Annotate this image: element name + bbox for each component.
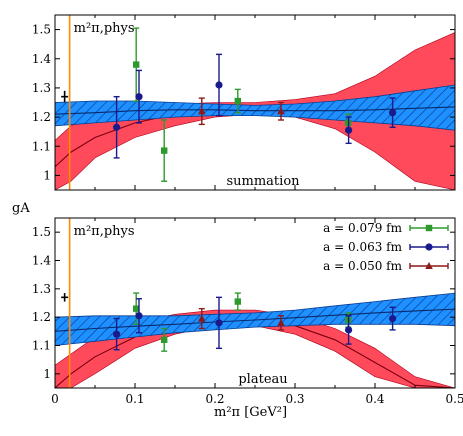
y-tick-label: 1.2: [32, 310, 51, 324]
blue-fit-line: [55, 308, 455, 332]
y-tick: 1.4: [32, 254, 455, 268]
y-tick-label: 1.3: [32, 81, 51, 95]
data-point-circle-3: [345, 116, 353, 145]
data-point-triangle-0: [198, 97, 206, 126]
y-tick: 1.3: [32, 81, 455, 95]
legend: a = 0.079 fm a = 0.063 fm a = 0.050 fm: [323, 221, 449, 273]
svg-text:a = 0.050 fm: a = 0.050 fm: [323, 259, 402, 273]
y-tick-label: 1.2: [32, 110, 51, 124]
y-tick-label: 1.1: [32, 339, 51, 353]
y-tick: 1.1: [32, 339, 455, 353]
legend-entry: a = 0.063 fm: [323, 240, 449, 254]
y-tick: 1.1: [32, 139, 455, 153]
y-tick-label: 1.3: [32, 282, 51, 296]
svg-text:a = 0.063 fm: a = 0.063 fm: [323, 240, 402, 254]
data-point-circle-1: [135, 69, 143, 124]
y-tick: 1: [43, 367, 455, 381]
data-point-circle-1: [135, 298, 143, 334]
physical-point-label: m²π,phys: [74, 21, 135, 36]
svg-text:a = 0.079 fm: a = 0.079 fm: [323, 221, 402, 235]
data-point-square-0: [133, 27, 140, 102]
data-point-triangle-0: [198, 307, 206, 330]
x-tick-label: 0.2: [205, 392, 224, 406]
plot-area: [55, 15, 455, 190]
x-tick-label: 0: [51, 392, 59, 406]
y-tick: 1.5: [32, 23, 455, 37]
y-tick-label: 1: [43, 367, 51, 381]
y-tick-label: 1.1: [32, 139, 51, 153]
physical-point-label: m²π,phys: [74, 224, 135, 239]
panel-annotation: summation: [226, 174, 300, 189]
y-tick: 1: [43, 168, 455, 182]
legend-entry: a = 0.079 fm: [323, 221, 449, 235]
data-point-circle-0: [113, 95, 121, 159]
y-tick-label: 1: [43, 168, 51, 182]
x-tick-label: 0.1: [125, 392, 144, 406]
legend-entry: a = 0.050 fm: [323, 259, 449, 273]
data-point-circle-0: [113, 317, 121, 351]
panel-annotation: plateau: [238, 372, 287, 387]
plot-area: [55, 218, 455, 388]
y-axis-title: gA: [12, 201, 30, 216]
physical-point-marker: [61, 90, 69, 103]
x-tick-label: 0.3: [285, 392, 304, 406]
y-tick: 1.2: [32, 110, 455, 124]
x-tick-label: 0.4: [365, 392, 384, 406]
data-point-circle-3: [345, 315, 353, 345]
x-tick-label: 0.5: [445, 392, 463, 406]
data-point-triangle-1: [277, 101, 285, 121]
data-point-circle-4: [389, 306, 397, 331]
summation-panel: 1 1.1 1.2 1.3 1.4 1.5 m²π,phys summation: [32, 14, 456, 191]
data-point-square-1: [161, 119, 168, 182]
data-point-triangle-1: [277, 315, 285, 331]
y-tick-label: 1.5: [32, 23, 51, 37]
y-tick: 1.3: [32, 282, 455, 296]
data-point-square-2: [234, 88, 241, 114]
y-tick: 1.4: [32, 52, 455, 66]
y-tick-label: 1.5: [32, 225, 51, 239]
y-tick-label: 1.4: [32, 254, 51, 268]
plateau-panel: 1 1.1 1.2 1.3 1.4 1.5 0 0.1 0.2 0.3 0.4 0.5 m²π,phys…: [32, 217, 463, 406]
data-point-circle-4: [389, 97, 397, 128]
data-point-circle-2: [215, 296, 223, 350]
physical-point-marker: [61, 293, 69, 302]
data-point-circle-2: [215, 53, 223, 117]
x-axis-title: m²π [GeV²]: [214, 405, 287, 420]
y-tick: 1.5: [32, 225, 455, 239]
data-point-square-2: [234, 292, 241, 311]
y-tick-label: 1.4: [32, 52, 51, 66]
y-tick: 1.2: [32, 310, 455, 324]
blue-fit-line: [55, 106, 455, 115]
data-point-square-1: [161, 327, 168, 352]
